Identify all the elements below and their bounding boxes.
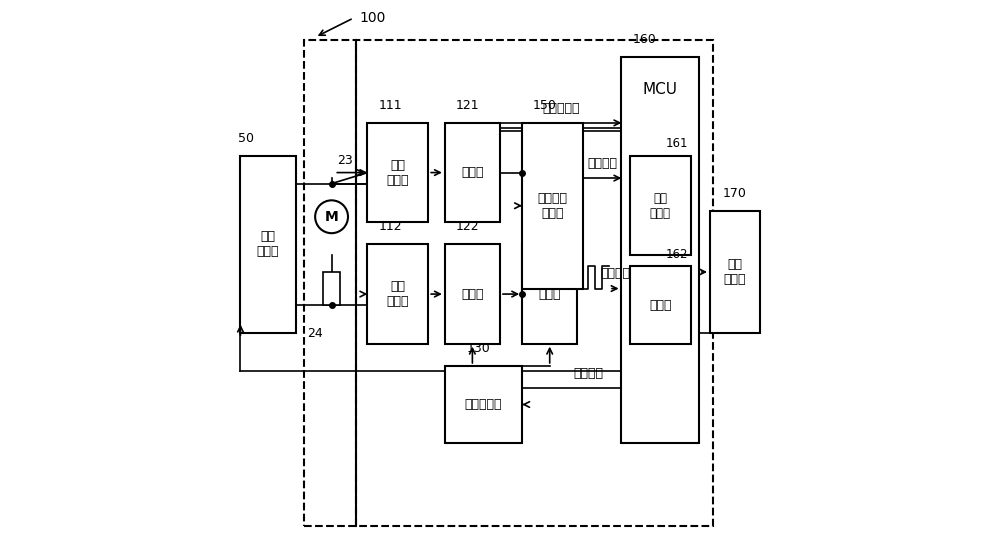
Text: 100: 100 [359, 11, 386, 25]
Text: 电压
检测部: 电压 检测部 [387, 159, 409, 186]
Text: 23: 23 [337, 154, 353, 167]
Bar [445, 366, 522, 443]
Text: 波动脉冲: 波动脉冲 [600, 268, 630, 280]
Text: 电流
检测部: 电流 检测部 [387, 280, 409, 308]
Bar [522, 123, 583, 289]
Text: 24: 24 [307, 327, 323, 340]
Text: 162: 162 [665, 248, 688, 261]
Text: 140: 140 [533, 220, 557, 233]
Text: 121: 121 [456, 99, 479, 112]
Text: M: M [325, 210, 338, 224]
Text: 端子间电压: 端子间电压 [542, 102, 579, 114]
Bar [304, 40, 713, 526]
Text: 150: 150 [533, 99, 557, 112]
Text: 50: 50 [238, 132, 254, 145]
Text: 滤波器: 滤波器 [461, 166, 484, 179]
Bar [630, 266, 691, 344]
Text: 滤波器: 滤波器 [461, 287, 484, 301]
Text: 存储器: 存储器 [649, 299, 671, 311]
Bar [367, 123, 428, 223]
Text: 波动电流: 波动电流 [587, 157, 617, 170]
Text: 122: 122 [456, 220, 479, 233]
Bar [240, 156, 296, 332]
Text: 161: 161 [665, 138, 688, 150]
Text: 频率
调整部: 频率 调整部 [650, 191, 671, 220]
Text: 波动脉冲
生成部: 波动脉冲 生成部 [537, 191, 567, 220]
Text: 驱动
控制部: 驱动 控制部 [257, 230, 279, 259]
Bar [630, 156, 691, 255]
Circle shape [315, 200, 348, 233]
Text: 130: 130 [467, 342, 491, 355]
Text: 111: 111 [379, 99, 402, 112]
Bar [445, 123, 500, 223]
Text: 滤波器: 滤波器 [538, 287, 561, 301]
Text: 可变时钟: 可变时钟 [573, 367, 603, 380]
Bar [710, 211, 760, 332]
Text: MCU: MCU [643, 82, 678, 97]
Bar [323, 272, 340, 305]
Bar [621, 57, 699, 443]
Bar [522, 244, 577, 344]
Text: 170: 170 [723, 187, 747, 200]
Text: 112: 112 [379, 220, 402, 233]
Text: 160: 160 [633, 33, 656, 46]
Text: 可变滤波器: 可变滤波器 [465, 398, 502, 411]
Bar [445, 244, 500, 344]
Text: 温度
传感器: 温度 传感器 [723, 258, 746, 286]
Bar [367, 244, 428, 344]
